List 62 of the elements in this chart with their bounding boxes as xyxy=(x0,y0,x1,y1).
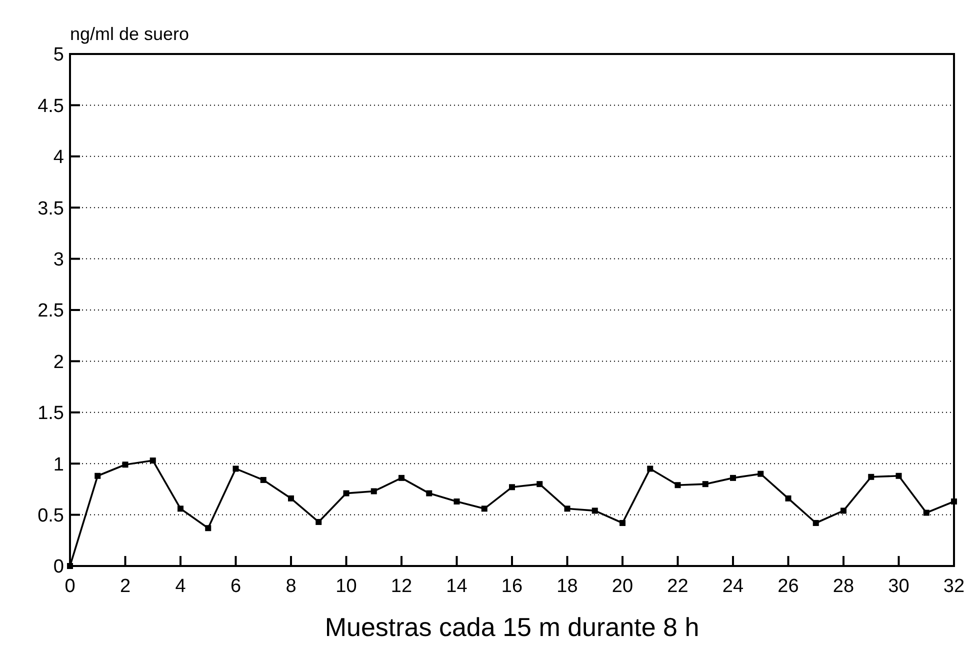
x-tick-label: 10 xyxy=(336,576,357,597)
point xyxy=(288,495,294,502)
point xyxy=(94,472,101,479)
point xyxy=(509,484,515,490)
y-tick-label: 0 xyxy=(53,556,64,578)
point xyxy=(730,474,736,481)
x-tick-label: 28 xyxy=(832,576,854,597)
point xyxy=(150,458,156,464)
x-tick-label: 6 xyxy=(230,576,242,597)
x-tick-label: 26 xyxy=(778,576,799,597)
point xyxy=(426,490,432,496)
point xyxy=(398,474,404,481)
point xyxy=(564,506,570,512)
y-tick-label: 3.5 xyxy=(38,198,64,220)
point xyxy=(260,476,266,483)
x-tick-label: 20 xyxy=(612,576,634,597)
point xyxy=(232,466,239,472)
x-axis-title: Muestras cada 15 m durante 8 h xyxy=(324,612,700,642)
point xyxy=(758,470,764,477)
point xyxy=(343,490,350,496)
point xyxy=(951,498,957,504)
point xyxy=(674,482,681,488)
y-tick-label: 0.5 xyxy=(38,505,64,526)
x-tick-label: 12 xyxy=(390,576,412,597)
x-tick-label: 22 xyxy=(667,576,688,597)
point xyxy=(896,472,902,479)
point xyxy=(702,481,708,488)
x-tick-label: 14 xyxy=(446,576,468,597)
point xyxy=(370,488,377,494)
y-tick-label: 2 xyxy=(53,352,64,373)
x-tick-label: 16 xyxy=(501,576,523,597)
point xyxy=(178,506,184,512)
point xyxy=(868,474,874,480)
point xyxy=(122,462,128,468)
y-tick-label: 2.5 xyxy=(38,300,64,322)
x-tick-label: 18 xyxy=(556,576,578,597)
y-tick-label: 5 xyxy=(53,44,64,66)
point xyxy=(923,510,930,516)
point xyxy=(812,520,819,526)
point xyxy=(67,563,73,569)
point xyxy=(454,498,460,504)
point xyxy=(840,508,846,514)
x-tick-label: 2 xyxy=(120,576,131,597)
y-tick-label: 4 xyxy=(53,147,64,168)
point xyxy=(536,481,543,488)
point xyxy=(481,506,488,512)
x-tick-label: 4 xyxy=(175,576,186,597)
y-tick-label: 1 xyxy=(53,454,64,476)
point xyxy=(592,508,598,514)
y-axis-title: ng/ml de suero xyxy=(70,24,190,44)
y-tick-label: 1.5 xyxy=(38,403,64,424)
x-tick-label: 8 xyxy=(286,576,296,597)
x-tick-label: 32 xyxy=(943,576,965,597)
y-tick-label: 4.5 xyxy=(38,96,64,117)
point xyxy=(620,520,626,526)
x-tick-label: 24 xyxy=(722,576,744,597)
point xyxy=(205,525,212,532)
point xyxy=(647,466,654,472)
point xyxy=(316,518,322,525)
y-tick-label: 3 xyxy=(53,249,64,270)
point xyxy=(785,495,792,502)
x-tick-label: 30 xyxy=(888,576,910,597)
